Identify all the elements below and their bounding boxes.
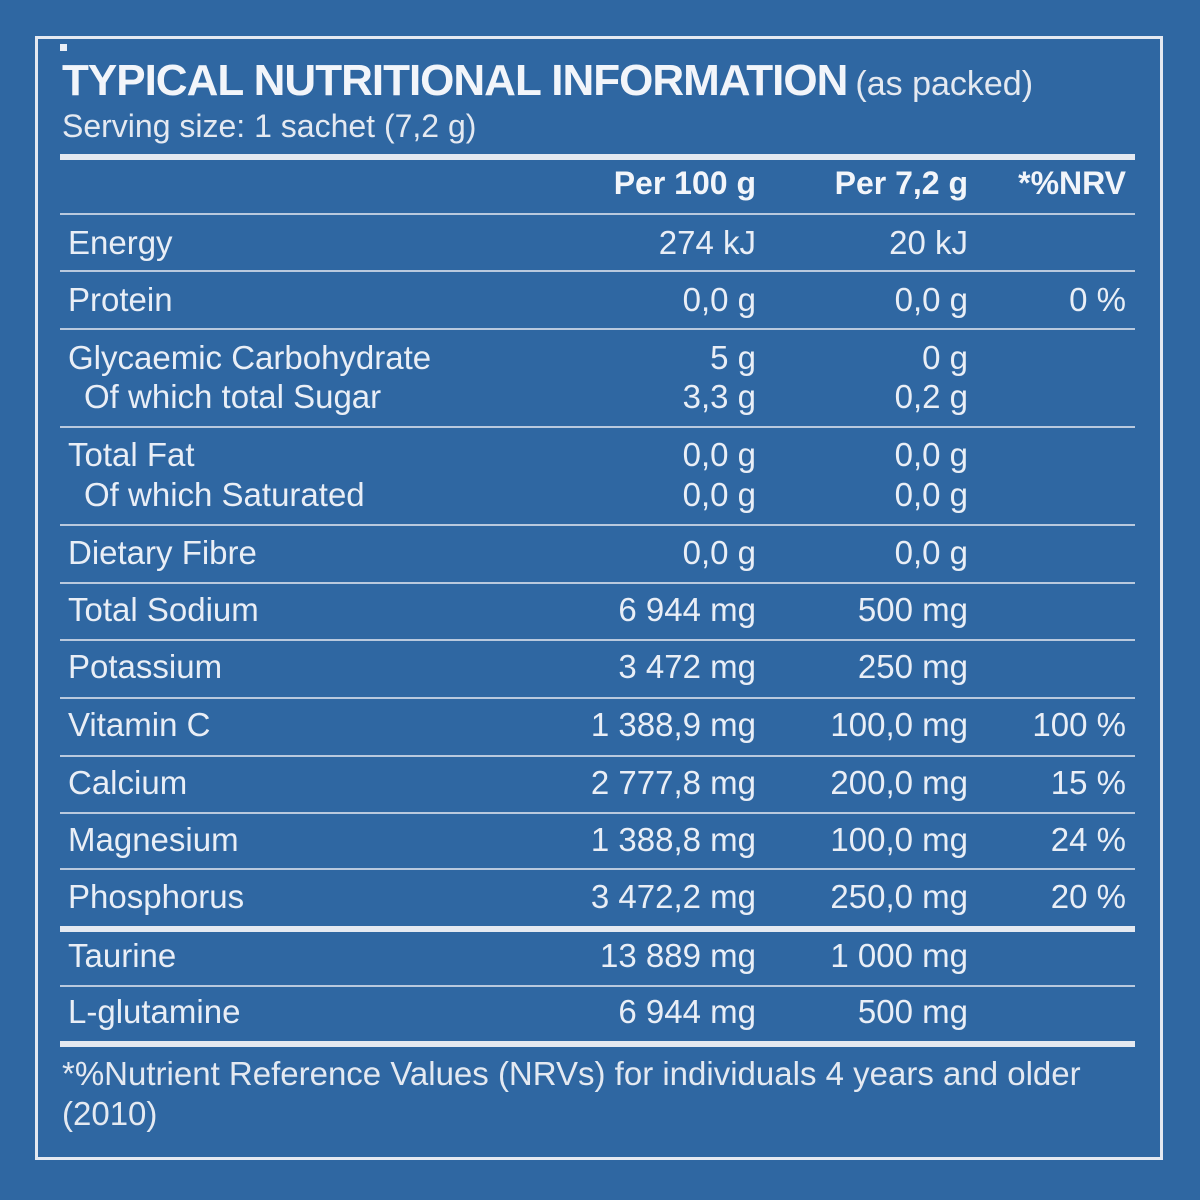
value-taurine-per100: 13 889 mg [600, 937, 756, 975]
rule [60, 639, 1135, 641]
row-label-carbohydrate: Glycaemic Carbohydrate [68, 339, 431, 377]
row-label-total-sodium: Total Sodium [68, 591, 259, 629]
rule [60, 328, 1135, 330]
value-vitaminc-per100: 1 388,9 mg [591, 706, 756, 744]
row-label-total-fat: Total Fat [68, 436, 195, 474]
header-per-100g: Per 100 g [614, 165, 756, 202]
value-energy-per100: 274 kJ [659, 224, 756, 262]
value-fat-per100: 0,0 g [683, 436, 756, 474]
value-saturated-perserving: 0,0 g [895, 476, 968, 514]
header-nrv: *%NRV [1018, 165, 1126, 202]
row-label-taurine: Taurine [68, 937, 176, 975]
value-taurine-perserving: 1 000 mg [830, 937, 968, 975]
value-protein-nrv: 0 % [1069, 281, 1126, 319]
rule-top [60, 154, 1135, 160]
value-sodium-perserving: 500 mg [858, 591, 968, 629]
value-fibre-perserving: 0,0 g [895, 534, 968, 572]
value-magnesium-per100: 1 388,8 mg [591, 821, 756, 859]
nrv-footnote: *%Nutrient Reference Values (NRVs) for i… [62, 1054, 1142, 1134]
rule [60, 868, 1135, 870]
title-row: TYPICAL NUTRITIONAL INFORMATION (as packe… [62, 56, 1033, 106]
panel-title: TYPICAL NUTRITIONAL INFORMATION [62, 56, 847, 105]
row-label-l-glutamine: L-glutamine [68, 993, 240, 1031]
value-energy-perserving: 20 kJ [889, 224, 968, 262]
value-vitaminc-nrv: 100 % [1032, 706, 1126, 744]
row-label-magnesium: Magnesium [68, 821, 239, 859]
value-calcium-perserving: 200,0 mg [830, 764, 968, 802]
value-glutamine-perserving: 500 mg [858, 993, 968, 1031]
value-magnesium-perserving: 100,0 mg [830, 821, 968, 859]
rule [60, 270, 1135, 272]
corner-dot [60, 44, 67, 51]
panel-title-suffix: (as packed) [855, 65, 1033, 103]
row-label-saturated: Of which Saturated [84, 476, 365, 514]
value-glutamine-per100: 6 944 mg [618, 993, 756, 1031]
row-label-protein: Protein [68, 281, 173, 319]
rule [60, 697, 1135, 699]
value-phosphorus-nrv: 20 % [1051, 878, 1126, 916]
row-label-energy: Energy [68, 224, 173, 262]
value-carbohydrate-perserving: 0 g [922, 339, 968, 377]
row-label-vitamin-c: Vitamin C [68, 706, 210, 744]
value-fibre-per100: 0,0 g [683, 534, 756, 572]
value-sodium-per100: 6 944 mg [618, 591, 756, 629]
rule-bottom [60, 1041, 1135, 1047]
rule [60, 524, 1135, 526]
value-phosphorus-per100: 3 472,2 mg [591, 878, 756, 916]
rule [60, 755, 1135, 757]
rule [60, 985, 1135, 987]
rule [60, 426, 1135, 428]
value-fat-perserving: 0,0 g [895, 436, 968, 474]
value-potassium-perserving: 250 mg [858, 648, 968, 686]
value-saturated-per100: 0,0 g [683, 476, 756, 514]
rule [60, 213, 1135, 215]
value-carbohydrate-per100: 5 g [710, 339, 756, 377]
value-vitaminc-perserving: 100,0 mg [830, 706, 968, 744]
row-label-sugar: Of which total Sugar [84, 378, 381, 416]
value-sugar-perserving: 0,2 g [895, 378, 968, 416]
rule [60, 812, 1135, 814]
rule-thick-mid [60, 926, 1135, 932]
value-protein-perserving: 0,0 g [895, 281, 968, 319]
row-label-dietary-fibre: Dietary Fibre [68, 534, 257, 572]
value-protein-per100: 0,0 g [683, 281, 756, 319]
row-label-potassium: Potassium [68, 648, 222, 686]
row-label-phosphorus: Phosphorus [68, 878, 244, 916]
value-calcium-per100: 2 777,8 mg [591, 764, 756, 802]
value-calcium-nrv: 15 % [1051, 764, 1126, 802]
value-magnesium-nrv: 24 % [1051, 821, 1126, 859]
value-sugar-per100: 3,3 g [683, 378, 756, 416]
serving-size: Serving size: 1 sachet (7,2 g) [62, 108, 476, 145]
value-phosphorus-perserving: 250,0 mg [830, 878, 968, 916]
value-potassium-per100: 3 472 mg [618, 648, 756, 686]
row-label-calcium: Calcium [68, 764, 187, 802]
header-per-serving: Per 7,2 g [835, 165, 968, 202]
rule [60, 582, 1135, 584]
